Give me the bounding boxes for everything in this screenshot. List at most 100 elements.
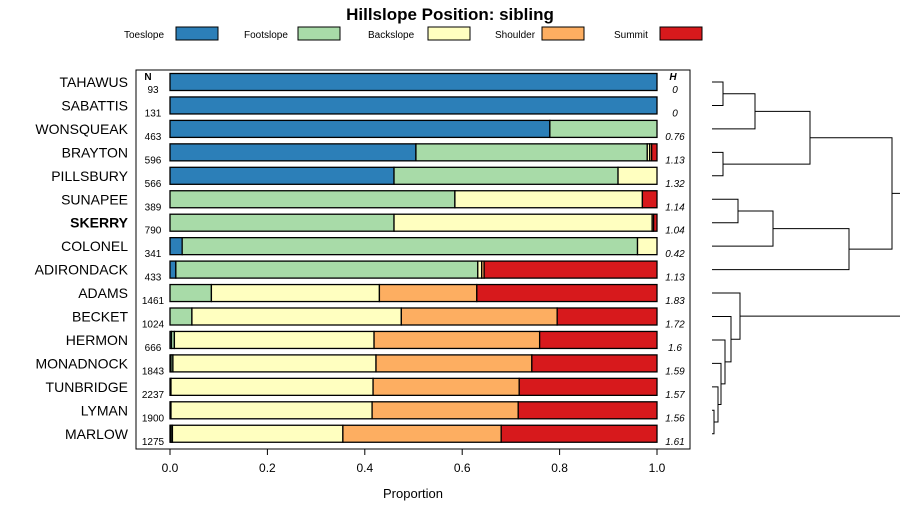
h-value-skerry: 1.04 [665,226,685,237]
legend-swatch-shoulder [541,26,585,41]
row-label-lyman: LYMAN [81,402,128,418]
h-value-marlow: 1.61 [665,437,684,448]
h-value-tahawus: 0 [672,85,678,96]
bar-skerry-summit [652,213,658,232]
bar-tunbridge-backslope [170,377,374,397]
row-label-marlow: MARLOW [65,426,129,442]
bar-adirondack-toeslope [169,260,177,279]
n-value-lyman: 1900 [142,413,165,424]
x-axis-label: Proportion [383,486,443,501]
dendrogram-link [712,81,724,106]
n-value-colonel: 341 [145,249,162,260]
bar-becket-backslope [191,307,402,326]
n-value-wonsqueak: 463 [145,132,162,143]
n-value-brayton: 596 [145,155,162,166]
plot-panel [135,69,691,450]
row-label-tunbridge: TUNBRIDGE [46,379,128,395]
legend: Toeslope Footslope Backslope Shoulder Summit [124,26,703,41]
legend-swatch-summit [659,26,703,41]
bar-pillsbury-toeslope [169,166,395,185]
bar-becket-footslope [169,307,193,326]
dendrogram-link [740,192,900,317]
bar-sunapee-backslope [454,190,644,209]
bar-monadnock-backslope [172,354,377,373]
dendrogram [712,81,900,435]
row-label-adirondack: ADIRONDACK [35,262,129,278]
legend-swatch-backslope [427,26,471,41]
n-value-sabattis: 131 [145,108,162,119]
bar-sabattis-toeslope [169,96,658,115]
chart-title: Hillslope Position: sibling [346,5,554,24]
bar-adams-footslope [169,283,213,303]
h-value-sabattis: 0 [672,108,678,119]
row-label-pillsbury: PILLSBURY [51,168,128,184]
bar-marlow-backslope [171,424,344,443]
bar-tahawus-toeslope [169,72,658,92]
dendrogram-link [712,228,850,271]
bar-adirondack-summit [483,260,658,279]
bar-adams-shoulder [378,283,478,303]
bar-sunapee-footslope [169,190,456,209]
n-value-sunapee: 389 [145,202,162,213]
bar-lyman-summit [517,401,658,420]
x-tick-label: 0.0 [162,461,179,475]
bar-skerry-footslope [169,213,395,232]
n-value-adams: 1461 [142,296,165,307]
dendrogram-link [712,210,774,247]
bar-colonel-footslope [181,236,639,256]
bar-sunapee-summit [641,190,658,209]
bar-adams-summit [476,283,658,303]
row-label-brayton: BRAYTON [62,144,128,160]
bar-hermon-shoulder [373,330,541,350]
n-value-becket: 1024 [142,320,165,331]
dendrogram-link [712,386,719,423]
bar-colonel-toeslope [169,236,183,256]
h-value-adirondack: 1.13 [665,273,685,284]
n-value-tahawus: 93 [147,85,159,96]
h-value-colonel: 0.42 [665,249,685,260]
row-label-adams: ADAMS [78,285,128,301]
bar-monadnock-shoulder [375,354,533,373]
n-value-pillsbury: 566 [145,179,162,190]
x-axis: 0.0 0.2 0.4 0.6 0.8 1.0 [162,449,666,475]
x-tick-label: 0.8 [551,461,568,475]
row-label-tahawus: TAHAWUS [60,74,128,90]
legend-label-footslope: Footslope [244,30,288,41]
h-value-becket: 1.72 [665,320,685,331]
x-tick-label: 1.0 [649,461,666,475]
n-column-header: N [144,72,151,83]
bar-brayton-summit [650,143,658,162]
legend-label-backslope: Backslope [368,30,415,41]
bar-pillsbury-footslope [393,166,619,185]
legend-swatch-footslope [297,26,341,41]
dendrogram-link [723,110,811,165]
bar-pillsbury-backslope [617,166,658,185]
bar-tunbridge-shoulder [372,377,520,397]
x-tick-label: 0.6 [454,461,471,475]
row-label-skerry: SKERRY [70,215,128,231]
h-value-adams: 1.83 [665,296,685,307]
h-value-monadnock: 1.59 [665,366,685,377]
h-value-lyman: 1.56 [665,413,685,424]
bar-adams-backslope [210,283,381,303]
bar-hermon-summit [538,330,658,350]
x-tick-label: 0.2 [259,461,276,475]
dendrogram-link [712,316,732,363]
bar-hermon-backslope [173,330,375,350]
row-label-becket: BECKET [72,309,128,325]
n-value-hermon: 666 [145,343,162,354]
bar-marlow-summit [500,424,658,443]
n-value-adirondack: 433 [145,273,162,284]
bar-brayton-toeslope [169,143,417,162]
h-value-tunbridge: 1.57 [665,390,685,401]
bar-brayton-footslope [415,143,648,162]
bar-skerry-backslope [393,213,653,232]
bar-marlow-shoulder [342,424,502,443]
bar-wonsqueak-footslope [549,119,658,139]
row-label-sabattis: SABATTIS [61,97,128,113]
legend-swatch-toeslope [175,26,219,41]
bar-monadnock-summit [531,354,658,373]
dendrogram-link [810,137,893,250]
row-label-sunapee: SUNAPEE [61,191,128,207]
